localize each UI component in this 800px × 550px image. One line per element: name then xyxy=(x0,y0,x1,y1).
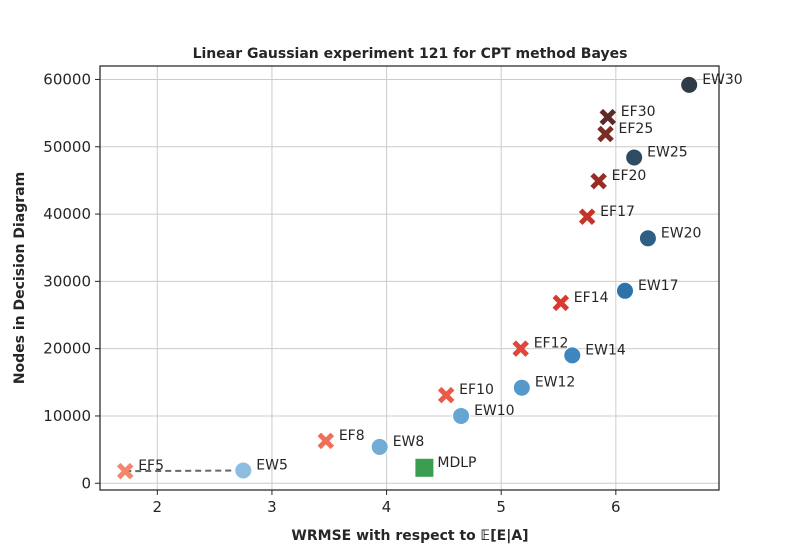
point-ef5 xyxy=(116,462,134,480)
point-ef12 xyxy=(512,340,529,357)
x-tick-label: 6 xyxy=(611,498,621,516)
tick-labels: 2 3 4 5 6 0 10000 20000 30000 40000 50000 60000 xyxy=(43,70,620,516)
chart-title: Linear Gaussian experiment 121 for CPT m… xyxy=(193,46,628,62)
label-ew30: EW30 xyxy=(702,72,743,88)
point-ew8 xyxy=(370,437,389,456)
point-ew25 xyxy=(625,148,644,167)
point-mdlp xyxy=(415,458,434,477)
y-tick-label: 10000 xyxy=(43,407,91,425)
label-ef17: EF17 xyxy=(600,204,635,220)
point-ew5 xyxy=(234,461,253,480)
label-ew12: EW12 xyxy=(535,375,576,391)
point-ef14 xyxy=(552,294,570,312)
label-ew10: EW10 xyxy=(474,403,515,419)
y-tick-label: 50000 xyxy=(43,138,91,156)
label-ef25: EF25 xyxy=(619,121,654,137)
x-tick-label: 4 xyxy=(382,498,392,516)
point-ew10 xyxy=(452,406,471,425)
label-ef12: EF12 xyxy=(534,336,569,352)
label-ew8: EW8 xyxy=(393,434,425,450)
label-ew17: EW17 xyxy=(638,278,679,294)
y-tick-label: 20000 xyxy=(43,340,91,358)
marks-layer xyxy=(116,75,699,480)
x-tick-label: 5 xyxy=(496,498,506,516)
y-tick-label: 40000 xyxy=(43,205,91,223)
point-ef30 xyxy=(599,108,617,126)
label-ew5: EW5 xyxy=(256,457,288,473)
label-ew25: EW25 xyxy=(647,145,688,161)
label-ef30: EF30 xyxy=(621,104,656,120)
point-ef20 xyxy=(590,172,607,190)
label-ef20: EF20 xyxy=(612,168,647,184)
label-ew14: EW14 xyxy=(585,342,626,358)
x-axis-label: WRMSE with respect to 𝔼[E|A] xyxy=(291,528,528,544)
plot-frame xyxy=(99,65,720,491)
label-ef10: EF10 xyxy=(459,382,494,398)
label-ef8: EF8 xyxy=(339,428,365,444)
point-ew12 xyxy=(512,378,531,397)
point-ew17 xyxy=(616,281,635,300)
x-tick-label: 3 xyxy=(267,498,277,516)
y-tick-label: 30000 xyxy=(43,272,91,290)
y-tick-label: 60000 xyxy=(43,70,91,88)
y-axis-label: Nodes in Decision Diagram xyxy=(12,172,28,384)
point-ef10 xyxy=(437,386,455,404)
point-ew20 xyxy=(638,229,657,248)
grid xyxy=(100,66,719,490)
point-ef8 xyxy=(317,432,335,450)
point-ew30 xyxy=(680,75,699,94)
label-mdlp: MDLP xyxy=(437,455,476,471)
point-ef17 xyxy=(578,208,596,226)
label-ef5: EF5 xyxy=(138,458,164,474)
point-ef25 xyxy=(597,125,614,143)
label-ew20: EW20 xyxy=(661,225,702,241)
label-ef14: EF14 xyxy=(574,290,609,306)
y-tick-label: 0 xyxy=(81,474,91,492)
x-tick-label: 2 xyxy=(153,498,163,516)
point-ew14 xyxy=(563,346,582,365)
